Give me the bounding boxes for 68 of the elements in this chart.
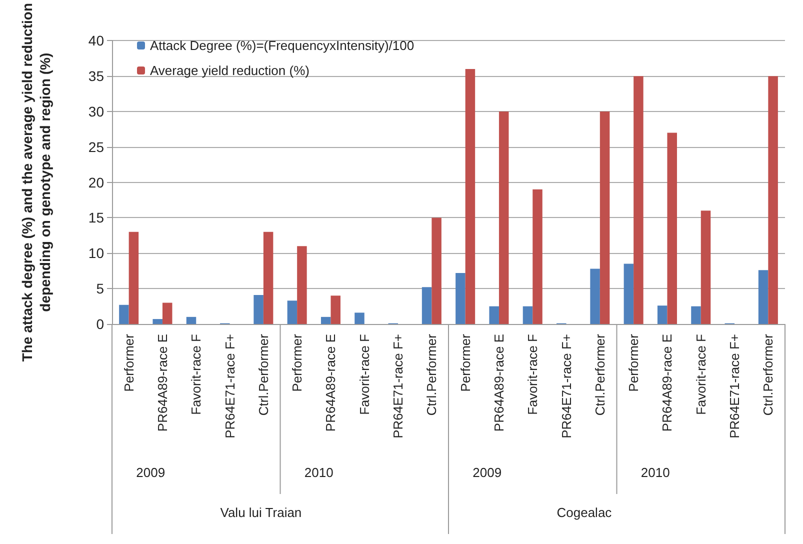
bar: [432, 218, 442, 324]
y-tick-label: 5: [96, 280, 104, 297]
bar: [152, 319, 162, 324]
bar: [263, 232, 274, 324]
x-tick-label: Ctrl.Performer: [592, 333, 608, 416]
bar: [320, 316, 331, 324]
x-tick-label: PR64E71-race F+: [222, 334, 238, 438]
x-tick-label: Favorit-race F: [525, 334, 540, 415]
x-tick-label: PR64E71-race F+: [390, 334, 406, 438]
y-tick-label: 40: [88, 32, 104, 49]
x-tick-label: Favorit-race F: [188, 334, 204, 415]
x-tick-label: Performer: [121, 333, 136, 392]
bar: [354, 312, 364, 324]
bar: [297, 246, 307, 324]
text: 2010: [640, 465, 670, 480]
x-tick-label: PR64A89-race E: [154, 334, 170, 432]
bar: [456, 273, 466, 324]
y-tick-label: 20: [88, 174, 104, 190]
bar: [624, 264, 634, 324]
text: 2010: [304, 465, 334, 480]
x-tick-label: PR64A89-race E: [323, 334, 338, 432]
text: Cogealac: [556, 505, 612, 520]
bar: [768, 76, 778, 324]
x-tick-label: PR64E71-race F+: [558, 334, 574, 438]
text: 2009: [136, 465, 166, 480]
y-tick-label: 25: [88, 138, 104, 155]
bar: [422, 287, 432, 324]
bar: [700, 210, 711, 324]
bar: [489, 306, 499, 324]
x-tick-label: Performer: [458, 333, 473, 392]
legend-label: Attack Degree (%)=(FrequencyxIntensity)/100: [150, 38, 414, 53]
bar: [600, 111, 610, 324]
x-tick-label: PR64A89-race E: [491, 334, 506, 432]
x-tick-label: Performer: [626, 333, 642, 392]
bar: [162, 302, 172, 324]
y-tick-label: 15: [88, 210, 104, 226]
x-tick-label: PR64E71-race F+: [727, 334, 742, 438]
y-tick-label: 35: [88, 68, 104, 84]
bar: [634, 76, 644, 324]
bar: [119, 304, 129, 324]
bar: [532, 189, 542, 324]
y-tick-label: 30: [88, 103, 104, 120]
y-axis-title: The attack degree (%) and the average yield reduction depending on genotype and region (%): [19, 2, 53, 362]
text: Valu lui Traian: [220, 505, 302, 520]
y-tick-label: 10: [88, 245, 104, 262]
bar: [330, 296, 340, 324]
bar: [128, 232, 139, 324]
bar: [465, 68, 476, 324]
bar: [254, 294, 264, 324]
x-tick-label: Ctrl.Performer: [256, 333, 271, 416]
bar: [186, 316, 196, 324]
bar: [590, 268, 600, 324]
x-tick-label: Performer: [290, 333, 305, 392]
bar: [522, 306, 533, 324]
y-tick-label: 0: [96, 316, 104, 332]
x-tick-label: Ctrl.Performer: [760, 333, 776, 416]
x-tick-label: PR64A89-race E: [660, 334, 675, 432]
bar: [287, 300, 298, 324]
x-tick-label: Ctrl.Performer: [424, 333, 440, 416]
text: 2009: [472, 465, 502, 480]
legend-label: Average yield reduction (%): [150, 63, 310, 78]
x-tick-label: Favorit-race F: [356, 334, 372, 415]
bar: [758, 270, 768, 324]
bar: [498, 111, 509, 324]
bar: [657, 306, 668, 324]
bar: [691, 306, 701, 324]
bar: [667, 132, 677, 324]
x-tick-label: Favorit-race F: [693, 334, 708, 415]
